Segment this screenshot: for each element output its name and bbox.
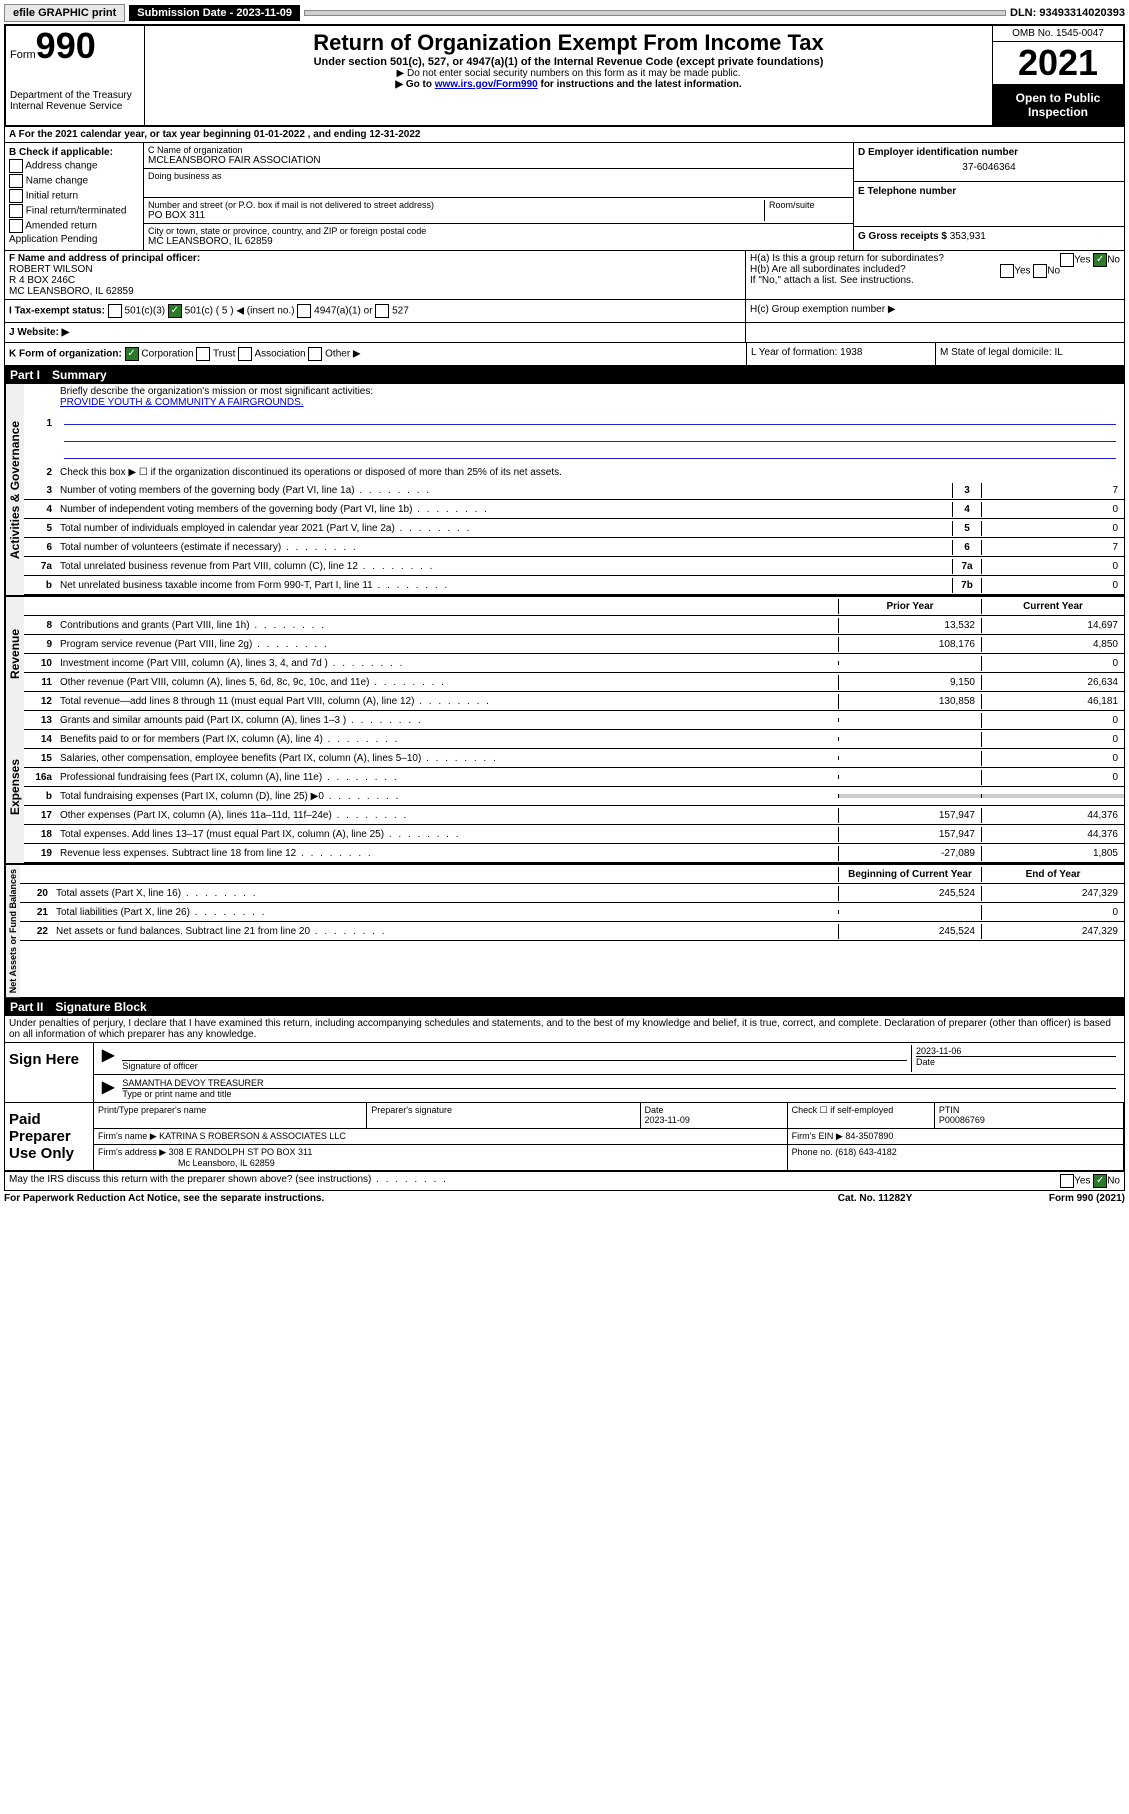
firm-phone: (618) 643-4182	[835, 1147, 897, 1157]
vlabel-netassets: Net Assets or Fund Balances	[5, 865, 20, 997]
form-prefix: Form	[10, 49, 36, 61]
summary-row: 18Total expenses. Add lines 13–17 (must …	[24, 825, 1124, 844]
paid-preparer-label: Paid Preparer Use Only	[5, 1103, 94, 1170]
summary-row: 20Total assets (Part X, line 16)245,5242…	[20, 884, 1124, 903]
summary-row: 7aTotal unrelated business revenue from …	[24, 557, 1124, 576]
ein-value: 37-6046364	[858, 158, 1120, 177]
omb-number: OMB No. 1545-0047	[993, 26, 1123, 42]
summary-row: 15Salaries, other compensation, employee…	[24, 749, 1124, 768]
dept-treasury: Department of the Treasury	[10, 90, 140, 101]
column-c-org-info: C Name of organization MCLEANSBORO FAIR …	[144, 143, 853, 250]
open-public-badge: Open to Public Inspection	[993, 85, 1123, 125]
firm-ein: 84-3507890	[845, 1131, 893, 1141]
submission-date-badge: Submission Date - 2023-11-09	[129, 5, 300, 21]
chk-name-change[interactable]	[9, 174, 23, 188]
vlabel-expenses: Expenses	[5, 711, 24, 863]
chk-other[interactable]	[308, 347, 322, 361]
row-i-tax-status: I Tax-exempt status: 501(c)(3) 501(c) ( …	[4, 300, 1125, 323]
summary-row: 11Other revenue (Part VIII, column (A), …	[24, 673, 1124, 692]
chk-assoc[interactable]	[238, 347, 252, 361]
form-subtitle-3: ▶ Go to www.irs.gov/Form990 for instruct…	[149, 79, 988, 90]
footer: For Paperwork Reduction Act Notice, see …	[4, 1191, 1125, 1206]
chk-4947[interactable]	[297, 304, 311, 318]
summary-row: 17Other expenses (Part IX, column (A), l…	[24, 806, 1124, 825]
row-k-form-org: K Form of organization: Corporation Trus…	[4, 343, 1125, 366]
perjury-declaration: Under penalties of perjury, I declare th…	[5, 1016, 1124, 1043]
officer-name: ROBERT WILSON	[9, 264, 741, 275]
chk-501c3[interactable]	[108, 304, 122, 318]
summary-row: 8Contributions and grants (Part VIII, li…	[24, 616, 1124, 635]
firm-name: KATRINA S ROBERSON & ASSOCIATES LLC	[159, 1131, 346, 1141]
chk-ha-no[interactable]	[1093, 253, 1107, 267]
chk-527[interactable]	[375, 304, 389, 318]
summary-row: 19Revenue less expenses. Subtract line 1…	[24, 844, 1124, 863]
form-title: Return of Organization Exempt From Incom…	[149, 30, 988, 56]
form-subtitle-1: Under section 501(c), 527, or 4947(a)(1)…	[149, 56, 988, 68]
year-formation: L Year of formation: 1938	[746, 343, 935, 365]
summary-row: 5Total number of individuals employed in…	[24, 519, 1124, 538]
chk-corp[interactable]	[125, 347, 139, 361]
chk-address-change[interactable]	[9, 159, 23, 173]
summary-row: 12Total revenue—add lines 8 through 11 (…	[24, 692, 1124, 711]
efile-print-button[interactable]: efile GRAPHIC print	[4, 4, 125, 22]
column-b-checkboxes: B Check if applicable: Address change Na…	[5, 143, 144, 250]
vlabel-revenue: Revenue	[5, 597, 24, 711]
ptin-value: P00086769	[939, 1115, 985, 1125]
summary-row: 13Grants and similar amounts paid (Part …	[24, 711, 1124, 730]
dln-label: DLN: 93493314020393	[1010, 7, 1125, 19]
tax-year: 2021	[993, 42, 1123, 85]
summary-row: 10Investment income (Part VIII, column (…	[24, 654, 1124, 673]
part1-body: Activities & Governance 1 Briefly descri…	[4, 384, 1125, 998]
summary-row: 3Number of voting members of the governi…	[24, 481, 1124, 500]
chk-trust[interactable]	[196, 347, 210, 361]
chk-final-return[interactable]	[9, 204, 23, 218]
summary-row: 22Net assets or fund balances. Subtract …	[20, 922, 1124, 941]
org-city: MC LEANSBORO, IL 62859	[148, 236, 849, 247]
mission-text: PROVIDE YOUTH & COMMUNITY A FAIRGROUNDS.	[60, 397, 304, 408]
summary-row: 16aProfessional fundraising fees (Part I…	[24, 768, 1124, 787]
officer-print-name: SAMANTHA DEVOY TREASURER	[122, 1078, 1116, 1088]
chk-amended[interactable]	[9, 219, 23, 233]
summary-row: 4Number of independent voting members of…	[24, 500, 1124, 519]
summary-row: 14Benefits paid to or for members (Part …	[24, 730, 1124, 749]
chk-discuss-no[interactable]	[1093, 1174, 1107, 1188]
form-subtitle-2: ▶ Do not enter social security numbers o…	[149, 68, 988, 79]
arrow-icon: ▶	[98, 1045, 118, 1072]
section-fh: F Name and address of principal officer:…	[4, 251, 1125, 300]
org-address: PO BOX 311	[148, 210, 764, 221]
row-a-tax-period: A For the 2021 calendar year, or tax yea…	[4, 127, 1125, 143]
irs-discuss-row: May the IRS discuss this return with the…	[4, 1172, 1125, 1191]
vlabel-governance: Activities & Governance	[5, 384, 24, 595]
top-bar: efile GRAPHIC print Submission Date - 20…	[4, 4, 1125, 22]
sign-here-label: Sign Here	[5, 1043, 94, 1102]
org-name: MCLEANSBORO FAIR ASSOCIATION	[148, 155, 849, 166]
section-bcd: B Check if applicable: Address change Na…	[4, 143, 1125, 251]
arrow-icon: ▶	[98, 1077, 118, 1100]
chk-501c[interactable]	[168, 304, 182, 318]
gross-receipts: 353,931	[950, 231, 986, 242]
chk-discuss-yes[interactable]	[1060, 1174, 1074, 1188]
summary-row: 9Program service revenue (Part VIII, lin…	[24, 635, 1124, 654]
form-number: 990	[36, 25, 96, 66]
summary-row: bNet unrelated business taxable income f…	[24, 576, 1124, 595]
summary-row: bTotal fundraising expenses (Part IX, co…	[24, 787, 1124, 806]
chk-initial-return[interactable]	[9, 189, 23, 203]
part2-header: Part II Signature Block	[4, 998, 1125, 1016]
summary-row: 6Total number of volunteers (estimate if…	[24, 538, 1124, 557]
irs-link[interactable]: www.irs.gov/Form990	[435, 79, 538, 90]
chk-hb-no[interactable]	[1033, 264, 1047, 278]
column-d-ein: D Employer identification number 37-6046…	[853, 143, 1124, 250]
chk-hb-yes[interactable]	[1000, 264, 1014, 278]
form-header: Form990 Department of the Treasury Inter…	[4, 24, 1125, 127]
state-domicile: M State of legal domicile: IL	[935, 343, 1124, 365]
spacer	[304, 10, 1006, 16]
irs-label: Internal Revenue Service	[10, 101, 140, 112]
row-j-website: J Website: ▶	[4, 323, 1125, 343]
signature-block: Under penalties of perjury, I declare th…	[4, 1016, 1125, 1172]
chk-ha-yes[interactable]	[1060, 253, 1074, 267]
part1-header: Part I Summary	[4, 366, 1125, 384]
summary-row: 21Total liabilities (Part X, line 26)0	[20, 903, 1124, 922]
